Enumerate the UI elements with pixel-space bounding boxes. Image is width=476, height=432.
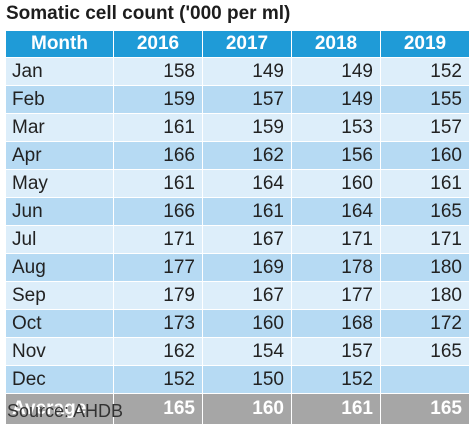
table-row: Aug 177 169 178 180 — [5, 253, 470, 282]
month-cell: Jan — [5, 57, 114, 86]
value-cell-2018: 160 — [291, 169, 381, 198]
month-cell: Aug — [5, 253, 114, 282]
table-row: Sep 179 167 177 180 — [5, 281, 470, 310]
month-cell: Jun — [5, 197, 114, 226]
value-cell-2018: 164 — [291, 197, 381, 226]
value-cell-2017: 167 — [202, 225, 292, 254]
value-cell-2018: 168 — [291, 309, 381, 338]
average-label: Average — [5, 393, 114, 425]
column-header-2019: 2019 — [380, 30, 470, 58]
value-cell-2016: 152 — [113, 365, 203, 394]
value-cell-2018: 177 — [291, 281, 381, 310]
value-cell-2017: 162 — [202, 141, 292, 170]
value-cell-2016: 162 — [113, 337, 203, 366]
month-cell: Oct — [5, 309, 114, 338]
value-cell-2018: 171 — [291, 225, 381, 254]
table-row: Oct 173 160 168 172 — [5, 309, 470, 338]
value-cell-2019: 161 — [380, 169, 470, 198]
value-cell-2016: 173 — [113, 309, 203, 338]
average-2019: 165 — [380, 393, 470, 425]
value-cell-2018: 157 — [291, 337, 381, 366]
average-2017: 160 — [202, 393, 292, 425]
month-cell: Jul — [5, 225, 114, 254]
value-cell-2019: 180 — [380, 281, 470, 310]
value-cell-2019: 152 — [380, 57, 470, 86]
table-row: Jul 171 167 171 171 — [5, 225, 470, 254]
value-cell-2017: 157 — [202, 85, 292, 114]
month-cell: Dec — [5, 365, 114, 394]
value-cell-2017: 164 — [202, 169, 292, 198]
value-cell-2019: 172 — [380, 309, 470, 338]
table-title: Somatic cell count ('000 per ml) — [6, 3, 291, 24]
value-cell-2018: 149 — [291, 57, 381, 86]
value-cell-2019: 157 — [380, 113, 470, 142]
month-cell: Nov — [5, 337, 114, 366]
source-note: Source: AHDB — [7, 401, 124, 421]
month-cell: May — [5, 169, 114, 198]
value-cell-2018: 153 — [291, 113, 381, 142]
value-cell-2016: 161 — [113, 169, 203, 198]
value-cell-2019: 180 — [380, 253, 470, 282]
average-2016: 165 — [113, 393, 203, 425]
month-cell: Sep — [5, 281, 114, 310]
value-cell-2018: 149 — [291, 85, 381, 114]
table-body: Jan 158 149 149 152 Feb 159 157 149 155 Mar 161 159 1… — [5, 57, 470, 394]
value-cell-2016: 158 — [113, 57, 203, 86]
value-cell-2018: 152 — [291, 365, 381, 394]
value-cell-2017: 167 — [202, 281, 292, 310]
table-row: Feb 159 157 149 155 — [5, 85, 470, 114]
value-cell-2018: 156 — [291, 141, 381, 170]
month-cell: Feb — [5, 85, 114, 114]
value-cell-2017: 149 — [202, 57, 292, 86]
value-cell-2017: 161 — [202, 197, 292, 226]
value-cell-2017: 169 — [202, 253, 292, 282]
value-cell-2017: 159 — [202, 113, 292, 142]
table-row: Dec 152 150 152 — [5, 365, 470, 394]
value-cell-2017: 154 — [202, 337, 292, 366]
value-cell-2019 — [380, 365, 470, 394]
value-cell-2017: 150 — [202, 365, 292, 394]
value-cell-2019: 165 — [380, 197, 470, 226]
value-cell-2019: 160 — [380, 141, 470, 170]
value-cell-2019: 165 — [380, 337, 470, 366]
table-row: Mar 161 159 153 157 — [5, 113, 470, 142]
header-row: Month 2016 2017 2018 2019 — [5, 30, 470, 58]
month-cell: Apr — [5, 141, 114, 170]
column-header-month: Month — [5, 30, 114, 58]
column-header-2016: 2016 — [113, 30, 203, 58]
value-cell-2016: 166 — [113, 141, 203, 170]
value-cell-2016: 179 — [113, 281, 203, 310]
table-row: Nov 162 154 157 165 — [5, 337, 470, 366]
value-cell-2016: 166 — [113, 197, 203, 226]
average-2018: 161 — [291, 393, 381, 425]
column-header-2017: 2017 — [202, 30, 292, 58]
column-header-2018: 2018 — [291, 30, 381, 58]
value-cell-2019: 171 — [380, 225, 470, 254]
average-row: Average 165 160 161 165 — [5, 393, 470, 425]
table-row: Apr 166 162 156 160 — [5, 141, 470, 170]
value-cell-2016: 177 — [113, 253, 203, 282]
value-cell-2016: 161 — [113, 113, 203, 142]
month-cell: Mar — [5, 113, 114, 142]
table-row: Jan 158 149 149 152 — [5, 57, 470, 86]
value-cell-2017: 160 — [202, 309, 292, 338]
value-cell-2016: 159 — [113, 85, 203, 114]
table-row: May 161 164 160 161 — [5, 169, 470, 198]
table-row: Jun 166 161 164 165 — [5, 197, 470, 226]
somatic-cell-count-table: Month 2016 2017 2018 2019 Jan 158 149 149 15… — [5, 30, 470, 425]
value-cell-2016: 171 — [113, 225, 203, 254]
value-cell-2018: 178 — [291, 253, 381, 282]
value-cell-2019: 155 — [380, 85, 470, 114]
